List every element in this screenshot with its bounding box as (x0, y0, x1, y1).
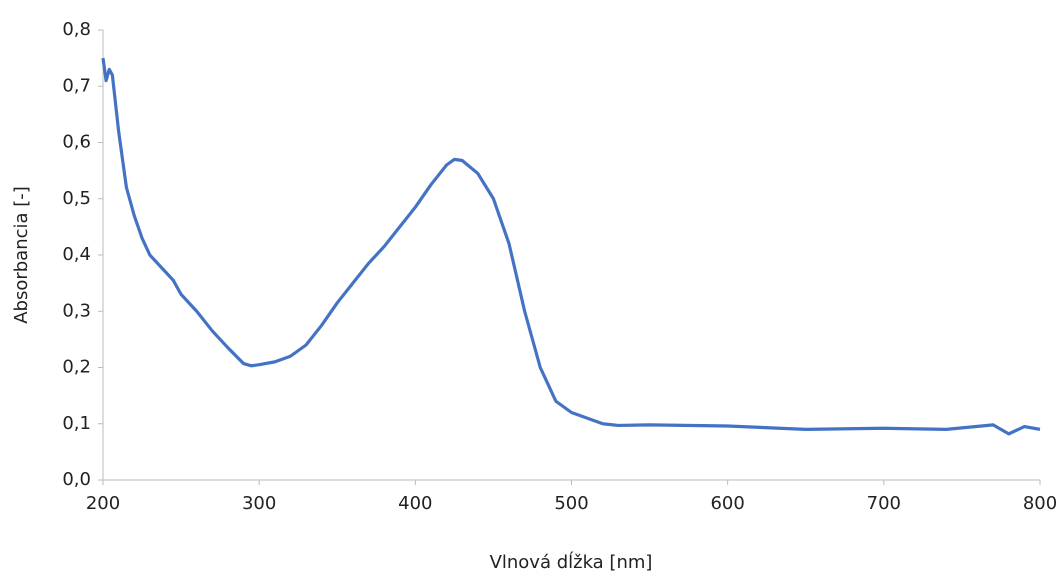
y-tick-label: 0,0 (62, 469, 91, 490)
y-tick-label: 0,3 (62, 300, 91, 321)
y-tick-label: 0,5 (62, 188, 91, 209)
y-tick-label: 0,2 (62, 357, 91, 378)
y-axis-label: Absorbancia [-] (11, 186, 32, 324)
x-tick-label: 600 (710, 493, 744, 514)
x-tick-label: 300 (242, 493, 276, 514)
y-tick-label: 0,1 (62, 413, 91, 434)
x-tick-label: 200 (86, 493, 120, 514)
x-tick-label: 800 (1023, 493, 1057, 514)
y-tick-label: 0,6 (62, 132, 91, 153)
data-line (101, 57, 1041, 436)
y-tick-label: 0,8 (62, 19, 91, 40)
x-tick-label: 700 (867, 493, 901, 514)
y-tick-label: 0,7 (62, 75, 91, 96)
x-tick-label: 400 (398, 493, 432, 514)
x-tick-label: 500 (554, 493, 588, 514)
y-tick-label: 0,4 (62, 244, 91, 265)
x-axis-label: Vlnová dĺžka [nm] (490, 551, 653, 573)
